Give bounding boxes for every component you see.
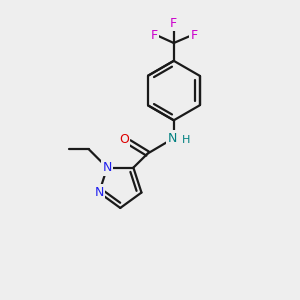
Text: F: F: [191, 29, 198, 42]
Text: F: F: [150, 29, 158, 42]
Text: O: O: [119, 133, 129, 146]
Text: H: H: [182, 135, 190, 145]
Text: N: N: [103, 161, 112, 174]
Text: N: N: [94, 186, 104, 199]
Text: F: F: [170, 16, 177, 30]
Text: N: N: [168, 132, 177, 145]
